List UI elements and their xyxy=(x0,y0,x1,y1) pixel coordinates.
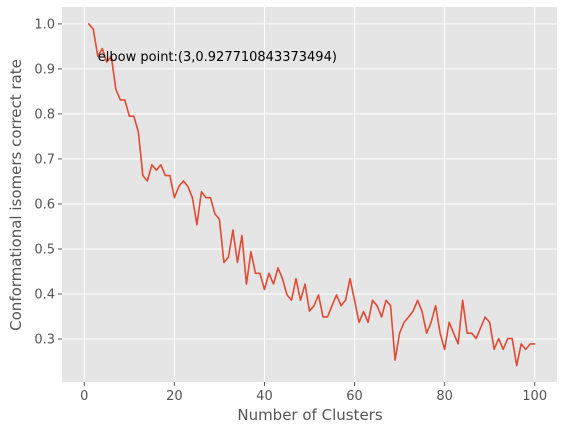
x-tick-label: 60 xyxy=(346,389,363,404)
y-tick-label: 0.6 xyxy=(34,197,55,212)
x-tick-label: 40 xyxy=(256,389,273,404)
y-tick-label: 0.8 xyxy=(34,107,55,122)
annotation-layer: elbow point:(3,0.927710843373494) xyxy=(98,50,337,65)
y-tick-label: 1.0 xyxy=(34,17,55,32)
x-tick-label: 80 xyxy=(436,389,453,404)
y-tick-label: 0.7 xyxy=(34,152,55,167)
plot-area xyxy=(62,7,557,382)
y-tick-label: 0.4 xyxy=(34,287,55,302)
tick-layer: 0 20 40 60 80 100 0.3 0.4 0.5 0.6 0.7 0.8 0.9 1.0 xyxy=(34,17,547,404)
y-axis-label: Conformational isomers correct rate xyxy=(7,59,25,331)
x-tick-label: 100 xyxy=(522,389,547,404)
y-tick-label: 0.9 xyxy=(34,62,55,77)
series-layer xyxy=(88,23,536,367)
elbow-point-annotation: elbow point:(3,0.927710843373494) xyxy=(98,50,337,65)
x-axis-label: Number of Clusters xyxy=(237,406,382,424)
y-tick-label: 0.5 xyxy=(34,242,55,257)
series-line xyxy=(88,23,536,367)
x-tick-label: 0 xyxy=(80,389,88,404)
grid-lines xyxy=(62,7,557,382)
y-tick-label: 0.3 xyxy=(34,333,55,348)
x-tick-label: 20 xyxy=(166,389,183,404)
